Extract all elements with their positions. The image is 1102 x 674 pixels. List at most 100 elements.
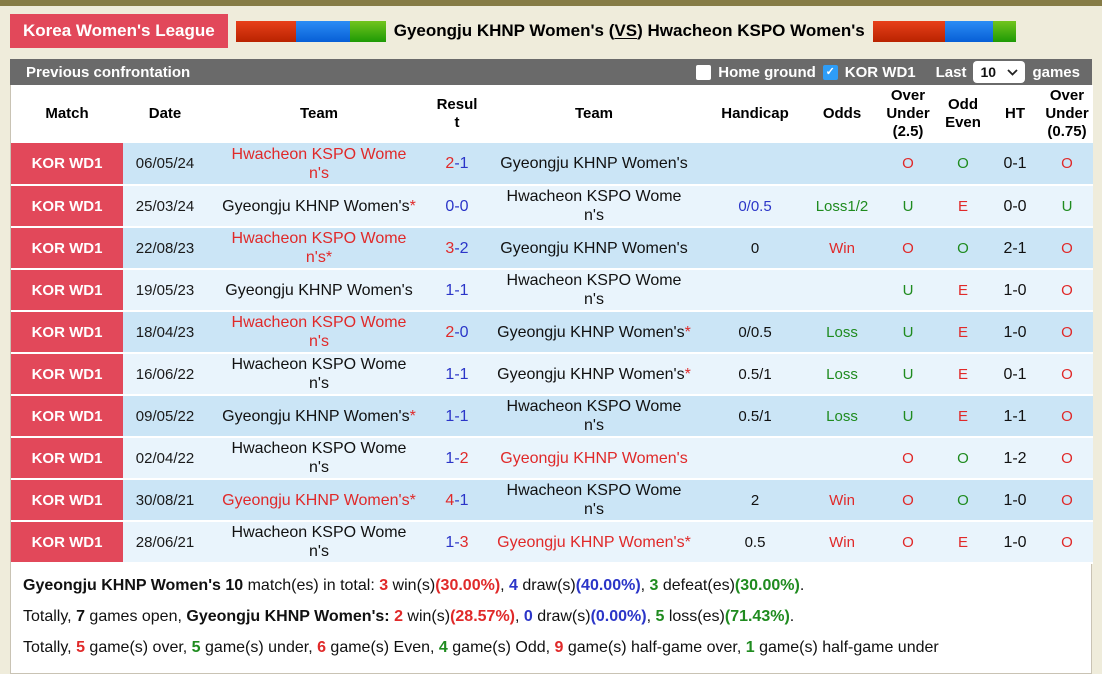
team-name: Gyeongju KHNP Women's	[222, 491, 410, 509]
section-title: Previous confrontation	[26, 63, 191, 81]
home-score: 1	[445, 281, 455, 299]
summary-text: ,	[515, 608, 524, 625]
table-row: KOR WD1 02/04/22 Hwacheon KSPO Wome n's 1-2…	[11, 437, 1093, 480]
summary-text: win(s)	[388, 577, 436, 594]
home-ground-label[interactable]: Home ground	[718, 63, 816, 81]
summary-text: .	[789, 608, 795, 625]
home-score: 2	[445, 155, 455, 172]
score-separator: -	[454, 365, 460, 383]
games-label: games	[1032, 63, 1080, 81]
summary-text: game(s) Odd,	[447, 639, 555, 656]
date-cell: 18/04/23	[123, 311, 207, 354]
chevron-down-icon	[1007, 68, 1019, 76]
half-time-cell: 1-1	[989, 395, 1041, 438]
team-name: Hwacheon KSPO Wome n's	[506, 188, 682, 224]
result-cell: 1-3	[431, 521, 483, 564]
half-time-cell: 1-2	[989, 437, 1041, 480]
match-league-cell: KOR WD1	[11, 437, 123, 480]
away-score: 2	[459, 239, 469, 257]
result-cell: 2-1	[431, 143, 483, 186]
summary-text: game(s) half-game over,	[563, 639, 746, 656]
home-team-cell: Gyeongju KHNP Women's*	[207, 395, 431, 438]
odds-cell: Loss	[805, 311, 879, 354]
team-name: Hwacheon KSPO Wome n's	[231, 314, 407, 350]
league-color-bar-left	[235, 20, 386, 42]
column-header-ht: HT	[989, 85, 1041, 143]
odd-even-cell: E	[937, 353, 989, 396]
date-cell: 28/06/21	[123, 521, 207, 564]
handicap-cell	[705, 269, 805, 312]
team-name: Hwacheon KSPO Wome n's	[231, 230, 407, 266]
score-separator: -	[454, 281, 460, 299]
table-row: KOR WD1 06/05/24 Hwacheon KSPO Wome n's 2-1…	[11, 143, 1093, 186]
home-score: 3	[445, 239, 455, 257]
away-team-cell: Gyeongju KHNP Women's*	[483, 311, 705, 354]
over-under-0-75-cell: O	[1041, 269, 1093, 312]
away-team-cell: Hwacheon KSPO Wome n's	[483, 185, 705, 228]
summary-text: game(s) over,	[84, 639, 192, 656]
score-separator: -	[454, 197, 460, 215]
promoted-star: *	[684, 365, 691, 383]
over-under-2-5-cell: U	[879, 395, 937, 438]
match-league-cell: KOR WD1	[11, 185, 123, 228]
away-score: 1	[459, 281, 469, 299]
confrontation-table: Match Date Team Resul t Team Handicap Odds Over…	[11, 85, 1093, 564]
odd-even-cell: O	[937, 479, 989, 522]
summary-text: defeat(es)	[658, 577, 735, 594]
score-separator: -	[454, 323, 460, 341]
match-league-cell: KOR WD1	[11, 143, 123, 186]
home-ground-checkbox[interactable]	[696, 64, 712, 80]
last-games-value: 10	[980, 64, 997, 80]
summary-text: 9	[554, 639, 564, 656]
league-color-bar-right	[872, 20, 1016, 42]
column-header-match: Match	[11, 85, 123, 143]
handicap-cell: 0/0.5	[705, 311, 805, 354]
odds-cell: Loss	[805, 395, 879, 438]
over-under-0-75-cell: O	[1041, 395, 1093, 438]
summary-text: 5	[655, 608, 665, 625]
odd-even-cell: O	[937, 437, 989, 480]
home-score: 2	[445, 323, 455, 341]
league-filter-label[interactable]: KOR WD1	[844, 63, 916, 81]
result-cell: 1-1	[431, 395, 483, 438]
summary-text: Totally,	[23, 608, 77, 625]
team-name: Gyeongju KHNP Women's	[500, 449, 688, 467]
summary-text: 7	[76, 608, 85, 625]
last-games-select[interactable]: 10	[973, 61, 1026, 83]
half-time-cell: 1-0	[989, 311, 1041, 354]
home-team-cell: Gyeongju KHNP Women's*	[207, 185, 431, 228]
section-toolbar: Previous confrontation Home ground ✓ KOR…	[10, 59, 1092, 85]
team-name: Hwacheon KSPO Wome n's	[231, 145, 407, 182]
team-name: Hwacheon KSPO Wome n's	[506, 482, 682, 518]
handicap-cell	[705, 143, 805, 186]
home-team-cell: Hwacheon KSPO Wome n's	[207, 521, 431, 564]
summary-text: games open,	[84, 608, 187, 625]
league-badge[interactable]: Korea Women's League	[10, 14, 228, 48]
away-team-cell: Gyeongju KHNP Women's	[483, 143, 705, 186]
over-under-2-5-cell: O	[879, 521, 937, 564]
score-separator: -	[454, 449, 460, 467]
summary-text: 6	[317, 639, 326, 656]
away-score: 0	[459, 323, 469, 341]
over-under-2-5-cell: U	[879, 311, 937, 354]
color-bar-green-segment	[992, 20, 1016, 42]
summary-text: (28.57%)	[450, 608, 515, 625]
odds-cell: Loss	[805, 353, 879, 396]
toolbar-controls: Home ground ✓ KOR WD1 Last 10 games	[696, 61, 1080, 83]
handicap-cell: 0.5	[705, 521, 805, 564]
over-under-2-5-cell: U	[879, 353, 937, 396]
date-cell: 16/06/22	[123, 353, 207, 396]
summary-text: 3	[649, 577, 659, 594]
away-score: 3	[459, 533, 469, 551]
color-bar-blue-segment	[944, 20, 993, 42]
team-name: Hwacheon KSPO Wome n's	[231, 524, 407, 560]
column-header-team: Team	[483, 85, 705, 143]
column-header-over-under-0.75-: Over Under (0.75)	[1041, 85, 1093, 143]
league-filter-checkbox[interactable]: ✓	[822, 64, 838, 80]
odds-cell: Loss1/2	[805, 185, 879, 228]
half-time-cell: 1-0	[989, 521, 1041, 564]
confrontation-panel: Match Date Team Resul t Team Handicap Odds Over…	[10, 85, 1093, 674]
over-under-0-75-cell: O	[1041, 143, 1093, 186]
team-name: Gyeongju KHNP Women's	[222, 407, 410, 425]
result-cell: 1-2	[431, 437, 483, 480]
